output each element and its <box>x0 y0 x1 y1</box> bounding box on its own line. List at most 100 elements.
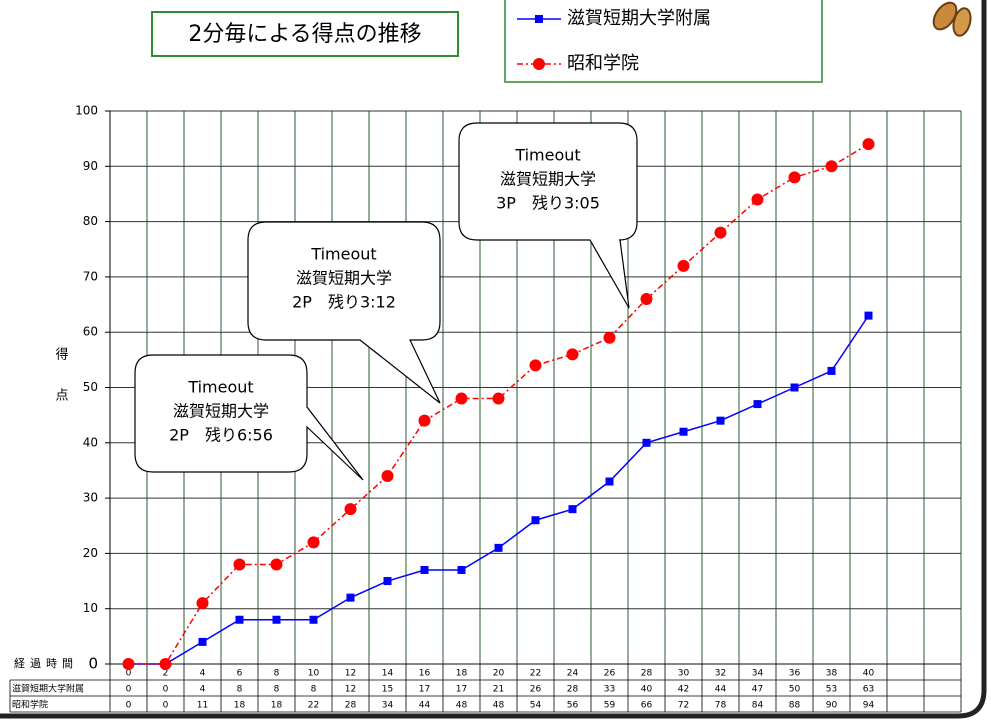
table-value: 0 <box>163 701 169 711</box>
table-value: 59 <box>604 701 616 711</box>
legend-box <box>504 0 823 83</box>
table-value: 88 <box>789 701 801 711</box>
data-point <box>457 565 466 574</box>
callout: Timeout 滋賀短期大学 2P 残り3:12 <box>247 221 441 404</box>
x-tick-label: 8 <box>274 669 280 679</box>
data-point <box>566 348 579 361</box>
data-point <box>753 400 762 409</box>
table-row-header: 滋賀短期大学附属 <box>12 683 84 695</box>
x-tick-label: 24 <box>567 669 579 679</box>
table-value: 33 <box>604 685 615 695</box>
table-value: 66 <box>641 701 653 711</box>
y-tick-label: 80 <box>83 214 98 228</box>
x-tick-label: 14 <box>382 669 394 679</box>
data-point <box>122 658 135 670</box>
x-tick-label: 40 <box>863 669 875 679</box>
chart-title: 2分毎による得点の推移 <box>188 22 421 47</box>
data-point <box>603 331 616 344</box>
table-value: 17 <box>456 685 467 695</box>
x-tick-label: 12 <box>345 669 356 679</box>
title-box <box>151 11 459 57</box>
table-row-header: 昭和学院 <box>12 699 48 711</box>
table-value: 56 <box>567 701 579 711</box>
table-value: 11 <box>197 701 208 711</box>
data-point <box>642 438 651 447</box>
data-point <box>531 516 540 525</box>
x-tick-label: 16 <box>419 669 431 679</box>
table-value: 0 <box>126 701 132 711</box>
callout-text: 2P 残り6:56 <box>169 426 273 445</box>
x-tick-label: 32 <box>715 669 726 679</box>
x-axis-label: 経過時間 <box>14 657 78 670</box>
legend-label: 昭和学院 <box>567 53 639 74</box>
data-point <box>862 138 875 151</box>
data-point <box>529 359 542 372</box>
x-tick-label: 30 <box>678 669 690 679</box>
x-tick-label: 20 <box>493 669 505 679</box>
data-point <box>270 558 283 571</box>
table-value: 48 <box>493 701 505 711</box>
data-point <box>420 565 429 574</box>
table-value: 40 <box>641 685 653 695</box>
table-value: 22 <box>308 701 319 711</box>
data-point <box>751 193 764 206</box>
callout-text: 滋賀短期大学 <box>173 402 269 421</box>
callout-bubble <box>458 122 638 309</box>
table-value: 8 <box>237 685 243 695</box>
table-value: 17 <box>419 685 430 695</box>
y-tick-label: 70 <box>83 269 98 283</box>
table-value: 48 <box>456 701 468 711</box>
x-tick-label: 4 <box>200 669 206 679</box>
table-value: 72 <box>678 701 689 711</box>
series-line <box>128 143 869 665</box>
table-value: 50 <box>789 685 801 695</box>
table-value: 44 <box>419 701 431 711</box>
data-point <box>309 615 318 624</box>
data-point <box>788 171 801 184</box>
y-tick-label: 10 <box>83 601 98 615</box>
table-value: 18 <box>271 701 283 711</box>
x-tick-label: 28 <box>641 669 653 679</box>
table-value: 28 <box>567 685 579 695</box>
table-value: 78 <box>715 701 727 711</box>
y-axis-label: 得点 <box>53 346 69 429</box>
peanut-icon <box>932 1 972 37</box>
data-point <box>605 477 614 486</box>
data-point <box>827 366 836 375</box>
table-value: 15 <box>382 685 393 695</box>
callout-text: 3P 残り3:05 <box>496 194 600 213</box>
table-value: 42 <box>678 685 689 695</box>
x-tick-label: 38 <box>826 669 838 679</box>
data-point <box>235 615 244 624</box>
y-tick-label: 20 <box>83 546 98 560</box>
callout: Timeout 滋賀短期大学 2P 残り6:56 <box>134 354 364 481</box>
table-value: 90 <box>826 701 838 711</box>
data-point <box>233 558 246 571</box>
table-value: 8 <box>311 685 317 695</box>
y-tick-label: 60 <box>83 325 98 339</box>
table-value: 84 <box>752 701 764 711</box>
table-value: 63 <box>863 685 874 695</box>
data-point <box>790 383 799 392</box>
data-point <box>198 637 207 646</box>
x-tick-label: 34 <box>752 669 764 679</box>
data-point <box>640 293 653 306</box>
y-tick-label: 40 <box>83 435 98 449</box>
callout-text: 2P 残り3:12 <box>292 293 396 312</box>
table-value: 18 <box>234 701 246 711</box>
data-point <box>383 577 392 586</box>
table-value: 8 <box>274 685 280 695</box>
x-tick-label: 0 <box>126 669 132 679</box>
legend-label: 滋賀短期大学附属 <box>567 8 711 29</box>
x-tick-label: 22 <box>530 669 541 679</box>
legend-marker <box>535 15 543 23</box>
x-tick-label: 36 <box>789 669 801 679</box>
data-point <box>381 469 394 482</box>
table-value: 94 <box>863 701 875 711</box>
data-point <box>714 226 727 239</box>
data-point <box>494 543 503 552</box>
data-point <box>716 416 725 425</box>
data-point <box>677 259 690 272</box>
